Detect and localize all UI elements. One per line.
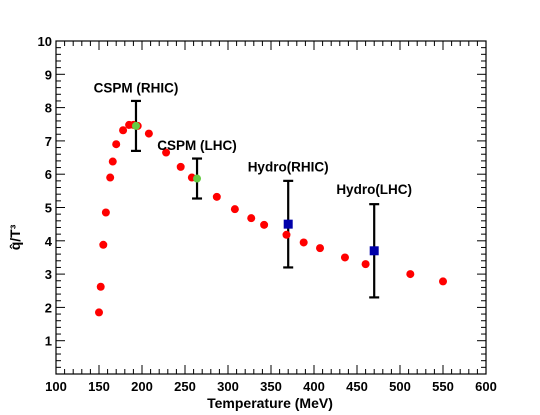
y-axis-title: q̂/T³ [7, 224, 23, 250]
annotation-label: Hydro(RHIC) [248, 160, 329, 175]
y-tick-label: 10 [38, 34, 52, 49]
data-point [131, 121, 140, 130]
data-point [247, 214, 256, 223]
axis-ticks [55, 40, 487, 375]
x-tick-label: 450 [346, 379, 368, 394]
data-point [316, 244, 325, 253]
annotation-label: CSPM (LHC) [157, 138, 237, 153]
data-point [101, 208, 110, 217]
y-tick-labels: 1 2 3 4 5 6 7 8 9 10 [38, 34, 53, 349]
data-point [282, 230, 291, 239]
data-point [106, 173, 115, 182]
data-point [230, 205, 239, 214]
x-axis-title: Temperature (MeV) [207, 395, 333, 411]
data-point [361, 260, 370, 269]
data-point [439, 277, 447, 286]
data-point [193, 174, 202, 183]
y-tick-label: 2 [45, 300, 52, 315]
y-tick-label: 7 [45, 134, 52, 149]
y-tick-label: 1 [45, 334, 52, 349]
x-tick-label: 400 [303, 379, 325, 394]
data-point-square [283, 219, 293, 229]
y-tick-label: 8 [45, 101, 52, 116]
data-point [112, 140, 121, 149]
data-point-square [369, 246, 379, 256]
y-tick-label: 6 [45, 167, 52, 182]
x-tick-label: 500 [389, 379, 411, 394]
y-tick-label: 4 [45, 234, 53, 249]
data-points [95, 120, 447, 317]
y-tick-label: 9 [45, 67, 52, 82]
x-tick-label: 550 [432, 379, 454, 394]
data-point [119, 126, 128, 135]
x-tick-label: 300 [217, 379, 239, 394]
data-point [95, 308, 103, 317]
x-tick-label: 350 [260, 379, 282, 394]
data-point [406, 270, 415, 279]
y-tick-label: 3 [45, 267, 52, 282]
x-tick-label: 150 [88, 379, 110, 394]
annotations: CSPM (RHIC) CSPM (LHC) Hydro(RHIC) Hydro(LH… [94, 81, 412, 198]
annotation-label: CSPM (RHIC) [94, 81, 179, 96]
x-tick-labels: 100 150 200 250 300 350 400 450 500 550 600 [45, 379, 497, 394]
data-point [340, 253, 349, 262]
data-point [162, 148, 171, 157]
data-point [212, 192, 221, 201]
data-point [99, 240, 108, 249]
data-point [96, 282, 105, 291]
data-point [299, 238, 308, 247]
annotation-label: Hydro(LHC) [336, 182, 412, 197]
data-point [144, 129, 153, 138]
y-tick-label: 5 [45, 201, 52, 216]
data-point [260, 220, 269, 229]
x-tick-label: 600 [475, 379, 497, 394]
x-tick-label: 200 [131, 379, 153, 394]
x-tick-label: 250 [174, 379, 196, 394]
data-point [176, 162, 185, 171]
data-point [108, 157, 117, 166]
x-tick-label: 100 [45, 379, 67, 394]
